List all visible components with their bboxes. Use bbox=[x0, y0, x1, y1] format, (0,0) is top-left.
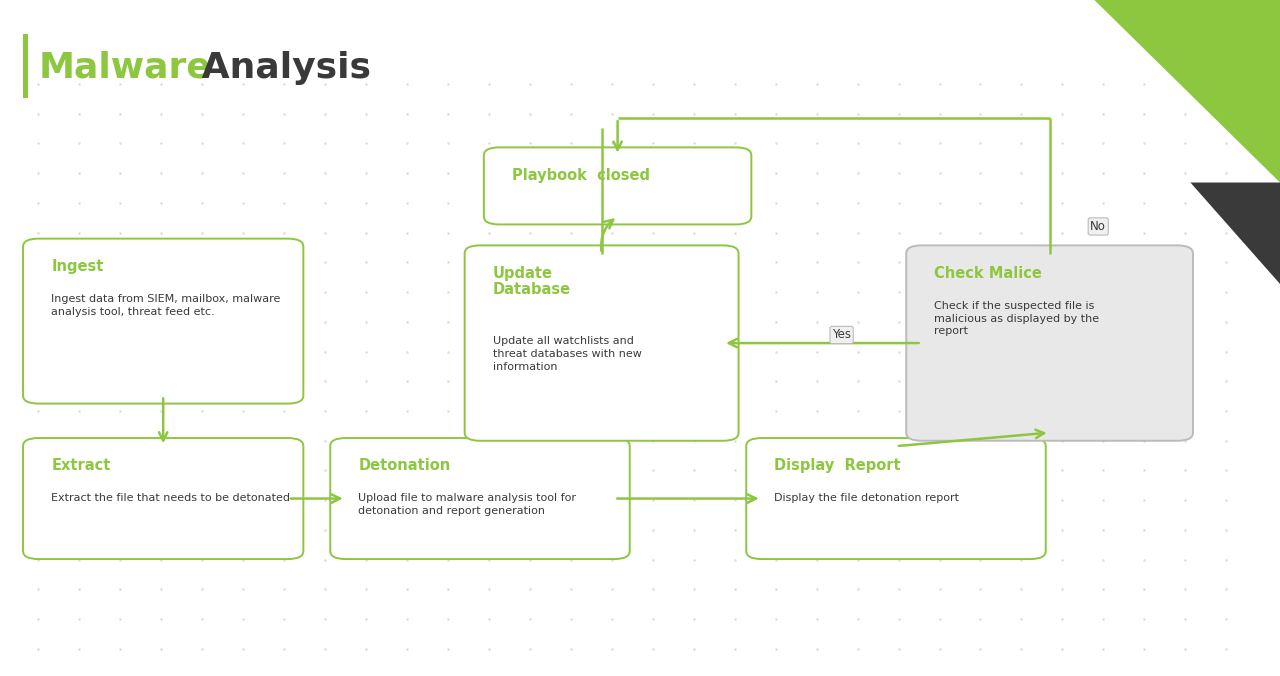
FancyBboxPatch shape bbox=[23, 438, 303, 559]
FancyBboxPatch shape bbox=[484, 147, 751, 224]
Text: Playbook  closed: Playbook closed bbox=[512, 168, 650, 183]
FancyBboxPatch shape bbox=[23, 239, 303, 404]
Text: Display  Report: Display Report bbox=[774, 458, 901, 473]
Text: Extract: Extract bbox=[51, 458, 110, 473]
Text: Update all watchlists and
threat databases with new
information: Update all watchlists and threat databas… bbox=[493, 336, 641, 372]
Text: Malware: Malware bbox=[38, 51, 211, 84]
Text: Analysis: Analysis bbox=[189, 51, 371, 84]
FancyBboxPatch shape bbox=[746, 438, 1046, 559]
Text: Yes: Yes bbox=[832, 329, 851, 341]
Text: Extract the file that needs to be detonated: Extract the file that needs to be detona… bbox=[51, 493, 291, 504]
Text: Check if the suspected file is
malicious as displayed by the
report: Check if the suspected file is malicious… bbox=[934, 301, 1100, 337]
Text: Ingest: Ingest bbox=[51, 259, 104, 274]
Text: No: No bbox=[1091, 220, 1106, 233]
FancyBboxPatch shape bbox=[906, 245, 1193, 441]
Text: Upload file to malware analysis tool for
detonation and report generation: Upload file to malware analysis tool for… bbox=[358, 493, 576, 516]
Text: Detonation: Detonation bbox=[358, 458, 451, 473]
Polygon shape bbox=[1094, 0, 1280, 183]
FancyBboxPatch shape bbox=[330, 438, 630, 559]
Text: Check Malice: Check Malice bbox=[934, 266, 1042, 281]
Text: Display the file detonation report: Display the file detonation report bbox=[774, 493, 960, 504]
Text: Ingest data from SIEM, mailbox, malware
analysis tool, threat feed etc.: Ingest data from SIEM, mailbox, malware … bbox=[51, 294, 280, 317]
Bar bbox=[23, 34, 28, 98]
FancyBboxPatch shape bbox=[465, 245, 739, 441]
Polygon shape bbox=[1190, 183, 1280, 284]
Text: Update
Database: Update Database bbox=[493, 266, 571, 297]
